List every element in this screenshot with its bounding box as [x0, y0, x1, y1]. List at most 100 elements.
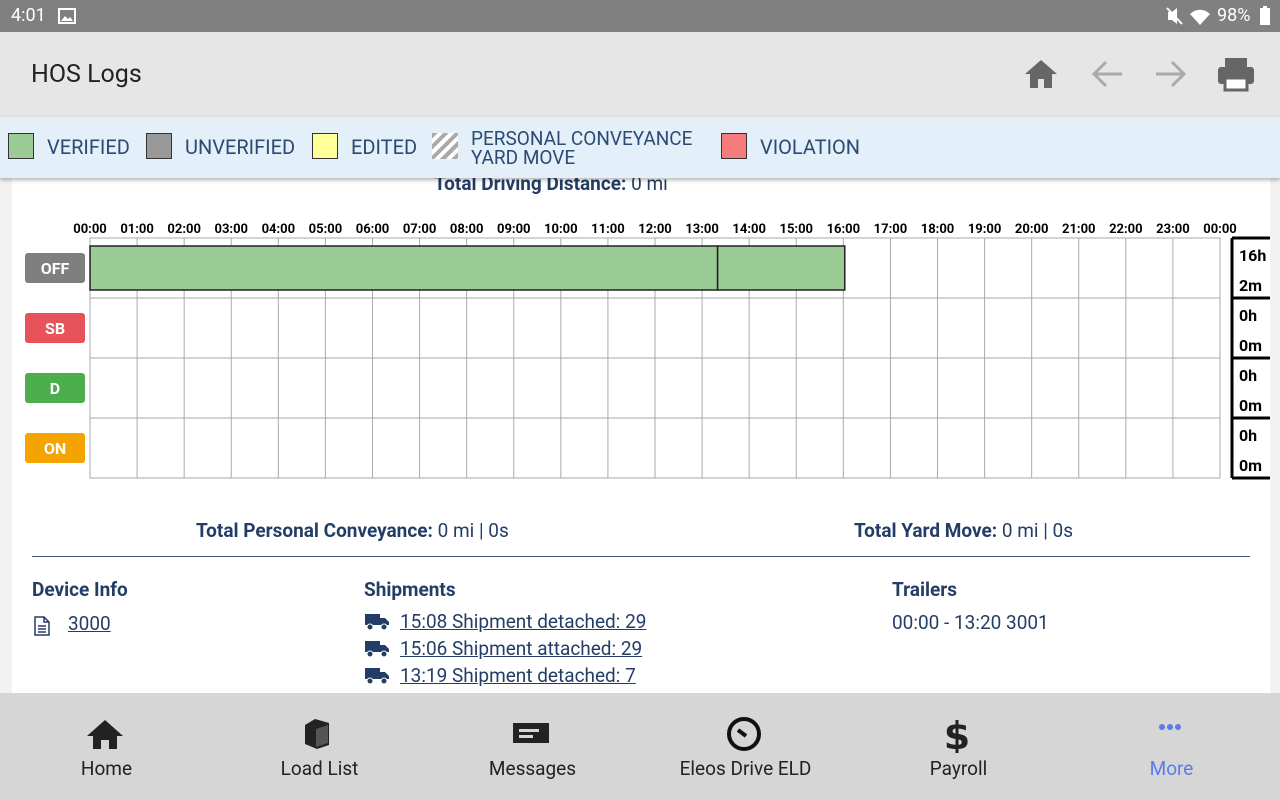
log-segment — [716, 245, 846, 291]
shipment-link[interactable]: 15:06 Shipment attached: 29 — [400, 637, 643, 660]
status-bar: 4:01 98% — [0, 0, 1280, 32]
total-hours: 0h — [1239, 306, 1257, 325]
battery-text: 98% — [1217, 5, 1251, 26]
nav-label: Messages — [488, 757, 577, 780]
ym-label: Total Yard Move: — [854, 519, 998, 542]
wheel — [366, 677, 374, 685]
app-header: HOS Logs — [0, 32, 1280, 117]
x-tick-label: 15:00 — [780, 222, 814, 237]
nav-item[interactable]: Messages — [426, 693, 639, 800]
x-tick-label: 00:00 — [1203, 222, 1237, 237]
device-title: Device Info — [32, 578, 128, 601]
pc-value: 0 mi | 0s — [437, 519, 509, 542]
x-tick-label: 01:00 — [120, 222, 154, 237]
shipment-list: 15:08 Shipment detached: 29 15:06 Shipmen… — [364, 610, 646, 691]
x-tick-label: 21:00 — [1062, 222, 1096, 237]
truck-shape — [365, 668, 389, 679]
x-tick-label: 06:00 — [356, 222, 390, 237]
wheel — [366, 650, 374, 658]
pc-total: Total Personal Conveyance: 0 mi | 0s — [196, 519, 509, 542]
status-label: SB — [45, 319, 65, 338]
shipment-row: 15:08 Shipment detached: 29 — [364, 610, 646, 637]
legend-swatch — [312, 133, 338, 159]
x-tick-label: 19:00 — [968, 222, 1002, 237]
status-label: OFF — [41, 259, 70, 278]
total-minutes: 2m — [1239, 276, 1262, 295]
status-badge — [25, 313, 85, 343]
shipment-link[interactable]: 15:08 Shipment detached: 29 — [400, 610, 647, 633]
x-tick-label: 22:00 — [1109, 222, 1143, 237]
back-button[interactable] — [1090, 59, 1124, 89]
x-tick-label: 07:00 — [403, 222, 437, 237]
truck-shape — [365, 614, 389, 625]
x-tick-label: 13:00 — [685, 222, 719, 237]
total-minutes: 0m — [1239, 456, 1262, 475]
total-minutes: 0m — [1239, 336, 1262, 355]
nav-icon — [727, 717, 761, 751]
shipment-row: 15:06 Shipment attached: 29 — [364, 637, 646, 664]
wheel — [380, 650, 388, 658]
image-icon — [58, 8, 76, 24]
log-graph: OFF 16h 2m SB 0h 0m D 0h 0m ON 0h 0m 00:00 01:00 02:00… — [25, 222, 1270, 480]
ym-total: Total Yard Move: 0 mi | 0s — [854, 519, 1073, 542]
nav-icon — [1159, 724, 1181, 730]
nav-icon — [305, 719, 329, 749]
nav-item[interactable]: Eleos Drive ELD — [639, 693, 852, 800]
x-tick-label: 17:00 — [874, 222, 908, 237]
print-button[interactable] — [1217, 56, 1255, 92]
shipment-row: 13:19 Shipment detached: 7 — [364, 664, 646, 691]
doc-icon — [34, 616, 50, 636]
shipment-link[interactable]: 13:19 Shipment detached: 7 — [400, 664, 636, 687]
trailers-title: Trailers — [892, 578, 957, 601]
legend-swatch — [721, 133, 747, 159]
x-tick-label: 23:00 — [1156, 222, 1190, 237]
ym-value: 0 mi | 0s — [1001, 519, 1074, 542]
home-button[interactable] — [1024, 58, 1058, 90]
x-tick-label: 09:00 — [497, 222, 531, 237]
truck-icon — [365, 641, 389, 658]
status-icons — [1166, 7, 1210, 25]
legend: VERIFIED UNVERIFIED EDITED PERSONAL CONVEYA… — [0, 117, 1280, 178]
legend-label: VERIFIED — [47, 135, 130, 159]
trailer-list: 00:00 - 13:20 3001 — [892, 611, 1049, 634]
nav-item[interactable]: $ Payroll — [852, 693, 1065, 800]
wheel — [380, 623, 388, 631]
nav-icon: $ — [944, 717, 970, 753]
x-tick-label: 16:00 — [827, 222, 861, 237]
legend-label: YARD MOVE — [471, 146, 576, 169]
log-segment — [89, 245, 719, 291]
nav-item[interactable]: Home — [0, 693, 213, 800]
status-badge — [25, 433, 85, 463]
nav-item[interactable]: Load List — [213, 693, 426, 800]
forward-button[interactable] — [1154, 59, 1188, 89]
x-tick-label: 00:00 — [73, 222, 107, 237]
total-hours: 0h — [1239, 426, 1257, 445]
truck-icon — [365, 668, 389, 685]
clock: 4:01 — [11, 5, 46, 26]
x-tick-label: 02:00 — [167, 222, 201, 237]
x-tick-label: 08:00 — [450, 222, 484, 237]
status-badge — [25, 253, 85, 283]
wheel — [366, 623, 374, 631]
nav-label: Home — [80, 757, 133, 780]
status-label: ON — [44, 439, 66, 458]
battery-icon — [1260, 6, 1270, 25]
legend-swatch — [432, 133, 458, 159]
nav-label: Payroll — [929, 757, 988, 780]
total-hours: 16h — [1239, 246, 1266, 265]
x-tick-label: 10:00 — [544, 222, 578, 237]
bottom-nav: Home Load List Messages Eleos Drive ELD $ Pay… — [0, 693, 1280, 800]
total-hours: 0h — [1239, 366, 1257, 385]
trailer-item: 00:00 - 13:20 3001 — [892, 611, 1049, 634]
nav-item[interactable]: More — [1065, 693, 1278, 800]
legend-swatch — [8, 133, 34, 159]
x-tick-label: 18:00 — [921, 222, 955, 237]
nav-icon — [513, 723, 549, 743]
nav-icon — [87, 720, 123, 749]
legend-label: VIOLATION — [760, 135, 861, 159]
device-link[interactable]: 3000 — [68, 612, 111, 635]
truck-icon — [365, 614, 389, 631]
nav-label: More — [1149, 757, 1194, 780]
legend-label: PERSONAL CONVEYANCE — [471, 127, 693, 150]
